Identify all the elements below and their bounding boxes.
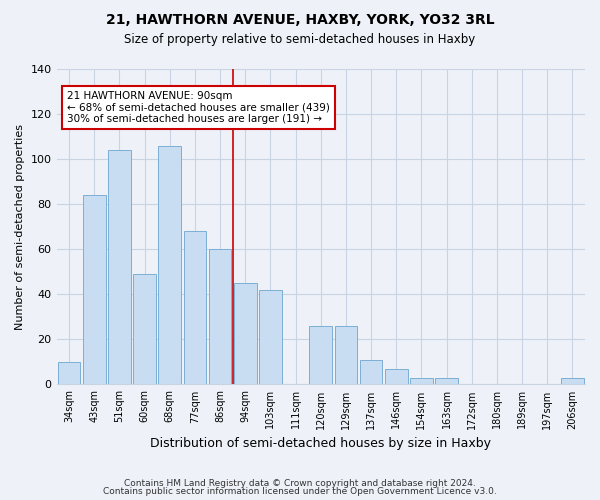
Bar — [259, 290, 282, 384]
Y-axis label: Number of semi-detached properties: Number of semi-detached properties — [15, 124, 25, 330]
Bar — [58, 362, 80, 384]
Bar — [360, 360, 382, 384]
Text: Contains public sector information licensed under the Open Government Licence v3: Contains public sector information licen… — [103, 487, 497, 496]
Bar — [561, 378, 584, 384]
Bar — [385, 368, 407, 384]
Bar — [410, 378, 433, 384]
Bar — [83, 195, 106, 384]
Bar — [184, 231, 206, 384]
Bar — [234, 283, 257, 384]
Bar — [435, 378, 458, 384]
Text: 21 HAWTHORN AVENUE: 90sqm
← 68% of semi-detached houses are smaller (439)
30% of: 21 HAWTHORN AVENUE: 90sqm ← 68% of semi-… — [67, 91, 330, 124]
Bar — [310, 326, 332, 384]
Bar — [335, 326, 357, 384]
Text: 21, HAWTHORN AVENUE, HAXBY, YORK, YO32 3RL: 21, HAWTHORN AVENUE, HAXBY, YORK, YO32 3… — [106, 12, 494, 26]
Text: Size of property relative to semi-detached houses in Haxby: Size of property relative to semi-detach… — [124, 32, 476, 46]
Bar — [108, 150, 131, 384]
X-axis label: Distribution of semi-detached houses by size in Haxby: Distribution of semi-detached houses by … — [150, 437, 491, 450]
Text: Contains HM Land Registry data © Crown copyright and database right 2024.: Contains HM Land Registry data © Crown c… — [124, 478, 476, 488]
Bar — [133, 274, 156, 384]
Bar — [158, 146, 181, 384]
Bar — [209, 249, 232, 384]
